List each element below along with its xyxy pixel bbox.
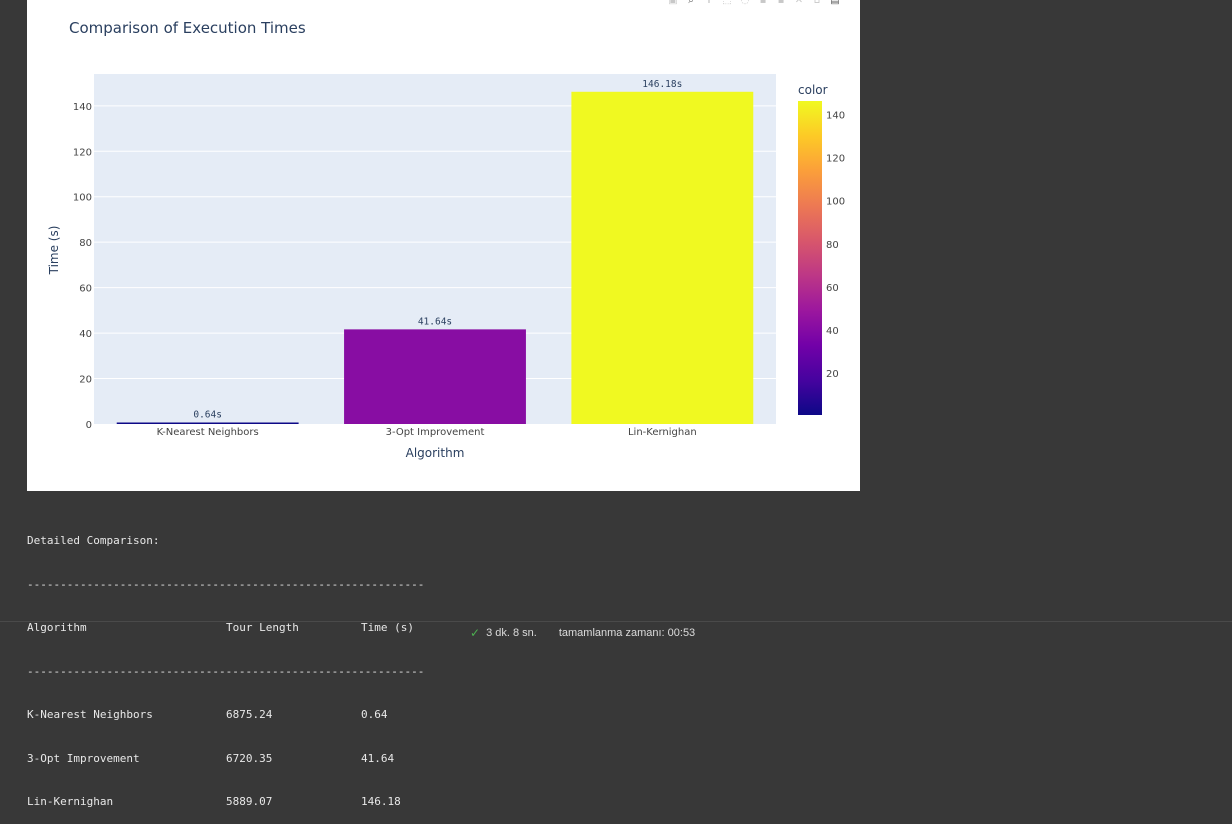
header-tour-length: Tour Length	[226, 621, 299, 634]
header-time: Time (s)	[361, 621, 414, 634]
y-tick-label: 140	[73, 102, 92, 113]
colorbar-tick-label: 60	[826, 283, 839, 294]
table-row: K-Nearest Neighbors 6875.24 0.64	[27, 708, 441, 723]
colorbar-tick-label: 20	[826, 369, 839, 380]
bars: 0.64s 41.64s 146.18s	[116, 79, 754, 424]
status-bar: ✓ 3 dk. 8 sn. tamamlanma zamanı: 00:53	[0, 621, 1232, 640]
output-divider-top: ----------------------------------------…	[27, 577, 425, 591]
zoom-in-icon[interactable]: ▪	[759, 0, 767, 6]
plotly-logo-icon[interactable]: ▤	[830, 0, 840, 6]
bar	[571, 91, 754, 424]
bar-data-label: 41.64s	[418, 316, 452, 327]
colorbar-ticks: 20 40 60 80 100 120 140	[826, 110, 845, 380]
zoom-out-icon[interactable]: ▪	[777, 0, 785, 6]
cell-time: 41.64	[361, 751, 395, 765]
y-tick-label: 120	[73, 147, 92, 158]
colorbar	[798, 101, 822, 415]
completion-time: tamamlanma zamanı: 00:53	[558, 627, 696, 639]
y-tick-label: 20	[79, 375, 92, 386]
bar-data-label: 146.18s	[642, 79, 682, 90]
lasso-icon[interactable]: ◌	[740, 0, 750, 6]
y-tick-label: 40	[79, 329, 92, 340]
autoscale-icon[interactable]: ✕	[794, 0, 804, 6]
bar	[344, 329, 526, 424]
y-tick-label: 100	[73, 193, 92, 204]
cell-time: 146.18	[361, 795, 401, 808]
x-tick-label: K-Nearest Neighbors	[157, 427, 259, 438]
output-heading: Detailed Comparison:	[27, 534, 160, 547]
cell-algorithm: Lin-Kernighan	[27, 795, 114, 808]
y-axis-title: Time (s)	[47, 226, 61, 276]
zoom-icon[interactable]: ⌕	[688, 0, 694, 6]
colorbar-tick-label: 40	[826, 326, 839, 337]
check-icon: ✓	[470, 626, 481, 640]
cell-time: 0.64	[361, 708, 388, 721]
camera-icon[interactable]: ▣	[668, 0, 678, 6]
cell-output-text: Detailed Comparison: -------------------…	[27, 505, 441, 824]
bar	[116, 422, 299, 424]
x-axis-title: Algorithm	[406, 446, 465, 460]
table-row: 3-Opt Improvement 6720.35 41.64	[27, 752, 441, 767]
colorbar-tick-label: 140	[826, 110, 845, 121]
x-axis-ticks: K-Nearest Neighbors 3-Opt Improvement Lin-…	[157, 427, 697, 438]
bar-chart: Comparison of Execution Times 0.64s 41.64…	[47, 19, 845, 460]
colorbar-title: color	[798, 83, 828, 97]
colorbar-tick-label: 100	[826, 197, 845, 208]
cell-tour-length: 5889.07	[226, 795, 273, 808]
cell-tour-length: 6720.35	[226, 751, 273, 765]
output-divider-mid: ----------------------------------------…	[27, 664, 425, 678]
colorbar-tick-label: 80	[826, 240, 839, 251]
header-algorithm: Algorithm	[27, 621, 87, 634]
x-tick-label: Lin-Kernighan	[628, 427, 697, 438]
pan-icon[interactable]: ✛	[704, 0, 714, 6]
y-tick-label: 80	[79, 238, 92, 249]
box-select-icon[interactable]: ⬚	[722, 0, 732, 6]
bar-data-label: 0.64s	[193, 410, 222, 421]
execution-duration: 3 dk. 8 sn.	[486, 627, 537, 639]
cell-algorithm: 3-Opt Improvement	[27, 751, 140, 765]
table-row: Lin-Kernighan 5889.07 146.18	[27, 795, 441, 810]
y-tick-label: 60	[79, 284, 92, 295]
y-axis-ticks: 0 20 40 60 80 100 120 140	[73, 102, 92, 431]
y-tick-label: 0	[86, 420, 92, 431]
plot-output-card: ▣ ⌕ ✛ ⬚ ◌ ▪ ▪ ✕ ⌂ ▤ Comparison of Execut…	[27, 0, 860, 491]
table-header-row: Algorithm Tour Length Time (s)	[27, 621, 441, 636]
reset-axes-icon[interactable]: ⌂	[813, 0, 821, 6]
chart-title: Comparison of Execution Times	[69, 19, 306, 37]
colorbar-tick-label: 120	[826, 153, 845, 164]
cell-tour-length: 6875.24	[226, 708, 273, 721]
plot-modebar: ▣ ⌕ ✛ ⬚ ◌ ▪ ▪ ✕ ⌂ ▤	[667, 0, 841, 8]
x-tick-label: 3-Opt Improvement	[386, 427, 485, 438]
cell-algorithm: K-Nearest Neighbors	[27, 708, 153, 721]
